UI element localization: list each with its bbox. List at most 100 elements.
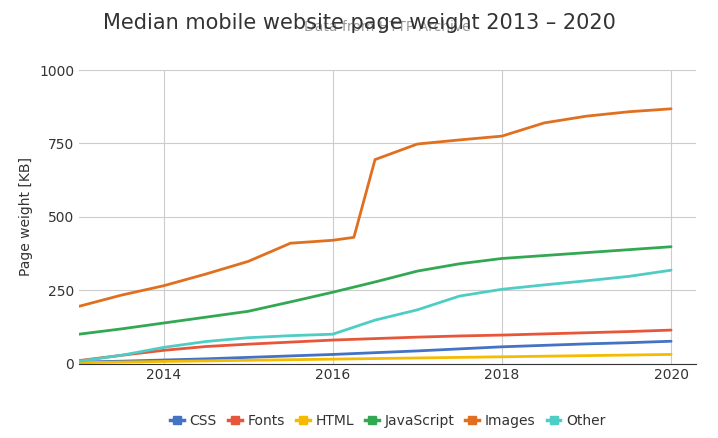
- Images: [328, 238, 337, 243]
- CSS: [202, 356, 210, 361]
- Images: [286, 240, 295, 246]
- JavaScript: [370, 279, 379, 285]
- HTML: [328, 357, 337, 362]
- Other: [286, 333, 295, 338]
- HTML: [667, 352, 676, 357]
- Images: [413, 141, 421, 147]
- Title: Data from HTTP Archive: Data from HTTP Archive: [304, 20, 471, 34]
- Other: [202, 339, 210, 344]
- Other: [625, 274, 633, 279]
- Fonts: [498, 332, 506, 338]
- HTML: [455, 355, 464, 360]
- Other: [455, 293, 464, 299]
- JavaScript: [75, 332, 83, 337]
- Fonts: [455, 333, 464, 339]
- Images: [75, 304, 83, 309]
- Legend: CSS, Fonts, HTML, JavaScript, Images, Other: CSS, Fonts, HTML, JavaScript, Images, Ot…: [164, 409, 611, 434]
- Other: [159, 345, 168, 350]
- CSS: [370, 350, 379, 355]
- CSS: [625, 340, 633, 345]
- Other: [244, 335, 253, 340]
- Images: [244, 259, 253, 264]
- Images: [582, 113, 591, 119]
- Fonts: [202, 344, 210, 349]
- Line: Fonts: Fonts: [79, 330, 671, 360]
- CSS: [498, 344, 506, 350]
- CSS: [286, 353, 295, 359]
- Fonts: [582, 330, 591, 336]
- JavaScript: [117, 326, 126, 332]
- HTML: [582, 353, 591, 358]
- HTML: [117, 360, 126, 365]
- HTML: [244, 358, 253, 363]
- Fonts: [117, 353, 126, 358]
- CSS: [540, 343, 549, 348]
- HTML: [625, 353, 633, 358]
- Other: [413, 307, 421, 312]
- CSS: [328, 352, 337, 357]
- Fonts: [244, 342, 253, 347]
- JavaScript: [582, 250, 591, 255]
- Text: Median mobile website page weight 2013 – 2020: Median mobile website page weight 2013 –…: [103, 13, 615, 33]
- Images: [370, 157, 379, 162]
- CSS: [244, 355, 253, 360]
- Line: HTML: HTML: [79, 354, 671, 363]
- HTML: [75, 360, 83, 365]
- Other: [498, 286, 506, 292]
- Images: [540, 120, 549, 126]
- Fonts: [540, 331, 549, 336]
- JavaScript: [498, 256, 506, 261]
- Other: [370, 318, 379, 323]
- Images: [667, 106, 676, 111]
- CSS: [413, 348, 421, 353]
- JavaScript: [286, 299, 295, 304]
- Fonts: [159, 348, 168, 353]
- Line: JavaScript: JavaScript: [79, 247, 671, 334]
- Fonts: [667, 328, 676, 333]
- Other: [117, 353, 126, 358]
- Images: [350, 235, 358, 240]
- JavaScript: [625, 247, 633, 252]
- JavaScript: [667, 244, 676, 249]
- Line: Images: Images: [79, 109, 671, 306]
- CSS: [117, 359, 126, 364]
- HTML: [159, 359, 168, 364]
- JavaScript: [540, 253, 549, 258]
- HTML: [498, 354, 506, 360]
- Other: [540, 282, 549, 287]
- Fonts: [328, 337, 337, 343]
- Other: [328, 332, 337, 337]
- Fonts: [413, 335, 421, 340]
- JavaScript: [159, 321, 168, 326]
- Images: [625, 109, 633, 114]
- Fonts: [75, 358, 83, 363]
- HTML: [370, 356, 379, 361]
- Images: [455, 137, 464, 142]
- CSS: [75, 360, 83, 365]
- Other: [582, 278, 591, 283]
- CSS: [582, 341, 591, 346]
- Images: [498, 134, 506, 139]
- Fonts: [370, 336, 379, 341]
- Other: [75, 359, 83, 364]
- CSS: [667, 339, 676, 344]
- HTML: [540, 353, 549, 359]
- HTML: [202, 358, 210, 364]
- JavaScript: [455, 261, 464, 266]
- Images: [202, 272, 210, 277]
- Line: CSS: CSS: [79, 341, 671, 362]
- Images: [159, 283, 168, 288]
- Other: [667, 268, 676, 273]
- JavaScript: [202, 314, 210, 320]
- CSS: [455, 346, 464, 351]
- Line: Other: Other: [79, 270, 671, 361]
- Y-axis label: Page weight [KB]: Page weight [KB]: [19, 157, 34, 276]
- HTML: [413, 355, 421, 360]
- HTML: [286, 357, 295, 362]
- JavaScript: [244, 309, 253, 314]
- JavaScript: [328, 290, 337, 295]
- Fonts: [286, 339, 295, 345]
- Images: [117, 293, 126, 298]
- Fonts: [625, 329, 633, 334]
- CSS: [159, 357, 168, 363]
